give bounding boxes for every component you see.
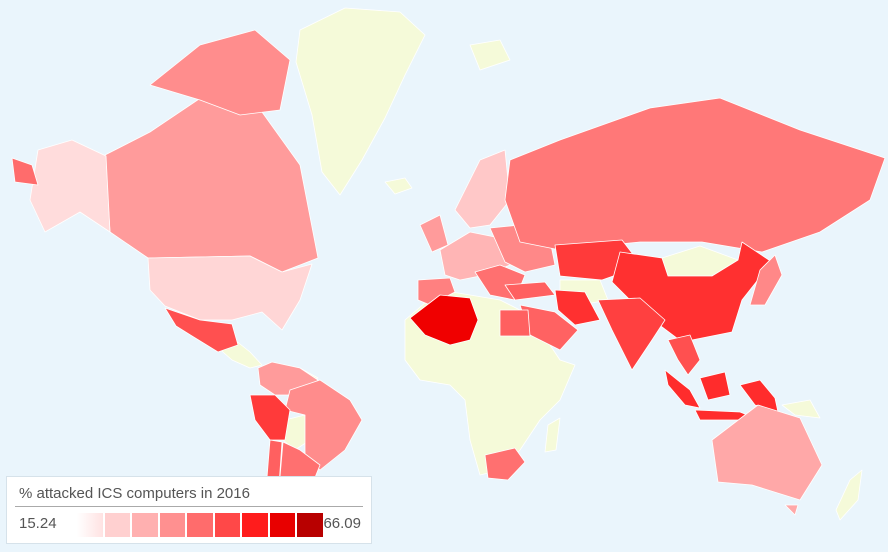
- region-svalbard[interactable]: [469, 39, 511, 71]
- legend-color-scale: [77, 513, 323, 537]
- data-regions: [11, 29, 886, 541]
- region-usa[interactable]: [147, 255, 313, 331]
- region-brazil[interactable]: [284, 379, 363, 471]
- region-png[interactable]: [781, 399, 821, 419]
- region-japan[interactable]: [749, 254, 783, 306]
- region-russia-far-east-tip[interactable]: [11, 157, 39, 186]
- region-new-zealand[interactable]: [835, 469, 863, 521]
- legend-min-value: 15.24: [19, 515, 57, 532]
- region-mexico[interactable]: [164, 307, 239, 353]
- legend-divider: [15, 506, 363, 507]
- legend-swatch: [187, 513, 213, 537]
- region-algeria[interactable]: [409, 294, 479, 346]
- legend-swatch: [159, 513, 185, 537]
- legend-swatch: [242, 513, 268, 537]
- map-legend: % attacked ICS computers in 2016 15.24 6…: [6, 476, 372, 544]
- legend-swatch: [214, 513, 240, 537]
- legend-swatch: [132, 513, 158, 537]
- legend-swatch: [269, 513, 295, 537]
- legend-swatch: [77, 513, 103, 537]
- region-uk-ireland[interactable]: [419, 214, 449, 253]
- region-indonesia-east[interactable]: [739, 379, 779, 413]
- region-canada[interactable]: [104, 94, 319, 273]
- region-india[interactable]: [597, 297, 666, 371]
- region-indonesia-borneo[interactable]: [699, 371, 731, 401]
- region-iceland[interactable]: [384, 177, 413, 195]
- region-canada-arctic[interactable]: [149, 29, 291, 116]
- region-peru-ecuador[interactable]: [249, 394, 291, 441]
- region-greenland[interactable]: [295, 7, 426, 196]
- region-egypt[interactable]: [499, 309, 531, 337]
- region-russia[interactable]: [504, 97, 886, 253]
- region-australia[interactable]: [711, 404, 823, 501]
- region-south-africa[interactable]: [484, 447, 526, 481]
- region-southeast-asia[interactable]: [667, 334, 701, 376]
- region-turkey[interactable]: [504, 281, 556, 301]
- region-tasmania[interactable]: [784, 504, 799, 516]
- region-scandinavia[interactable]: [454, 149, 511, 229]
- region-iran[interactable]: [554, 289, 601, 326]
- legend-swatch: [104, 513, 130, 537]
- region-madagascar[interactable]: [544, 417, 561, 453]
- legend-swatch: [297, 513, 323, 537]
- legend-title: % attacked ICS computers in 2016: [19, 485, 250, 502]
- region-indonesia-sumatra[interactable]: [664, 369, 701, 409]
- region-alaska[interactable]: [29, 139, 111, 233]
- legend-max-value: 66.09: [323, 515, 361, 532]
